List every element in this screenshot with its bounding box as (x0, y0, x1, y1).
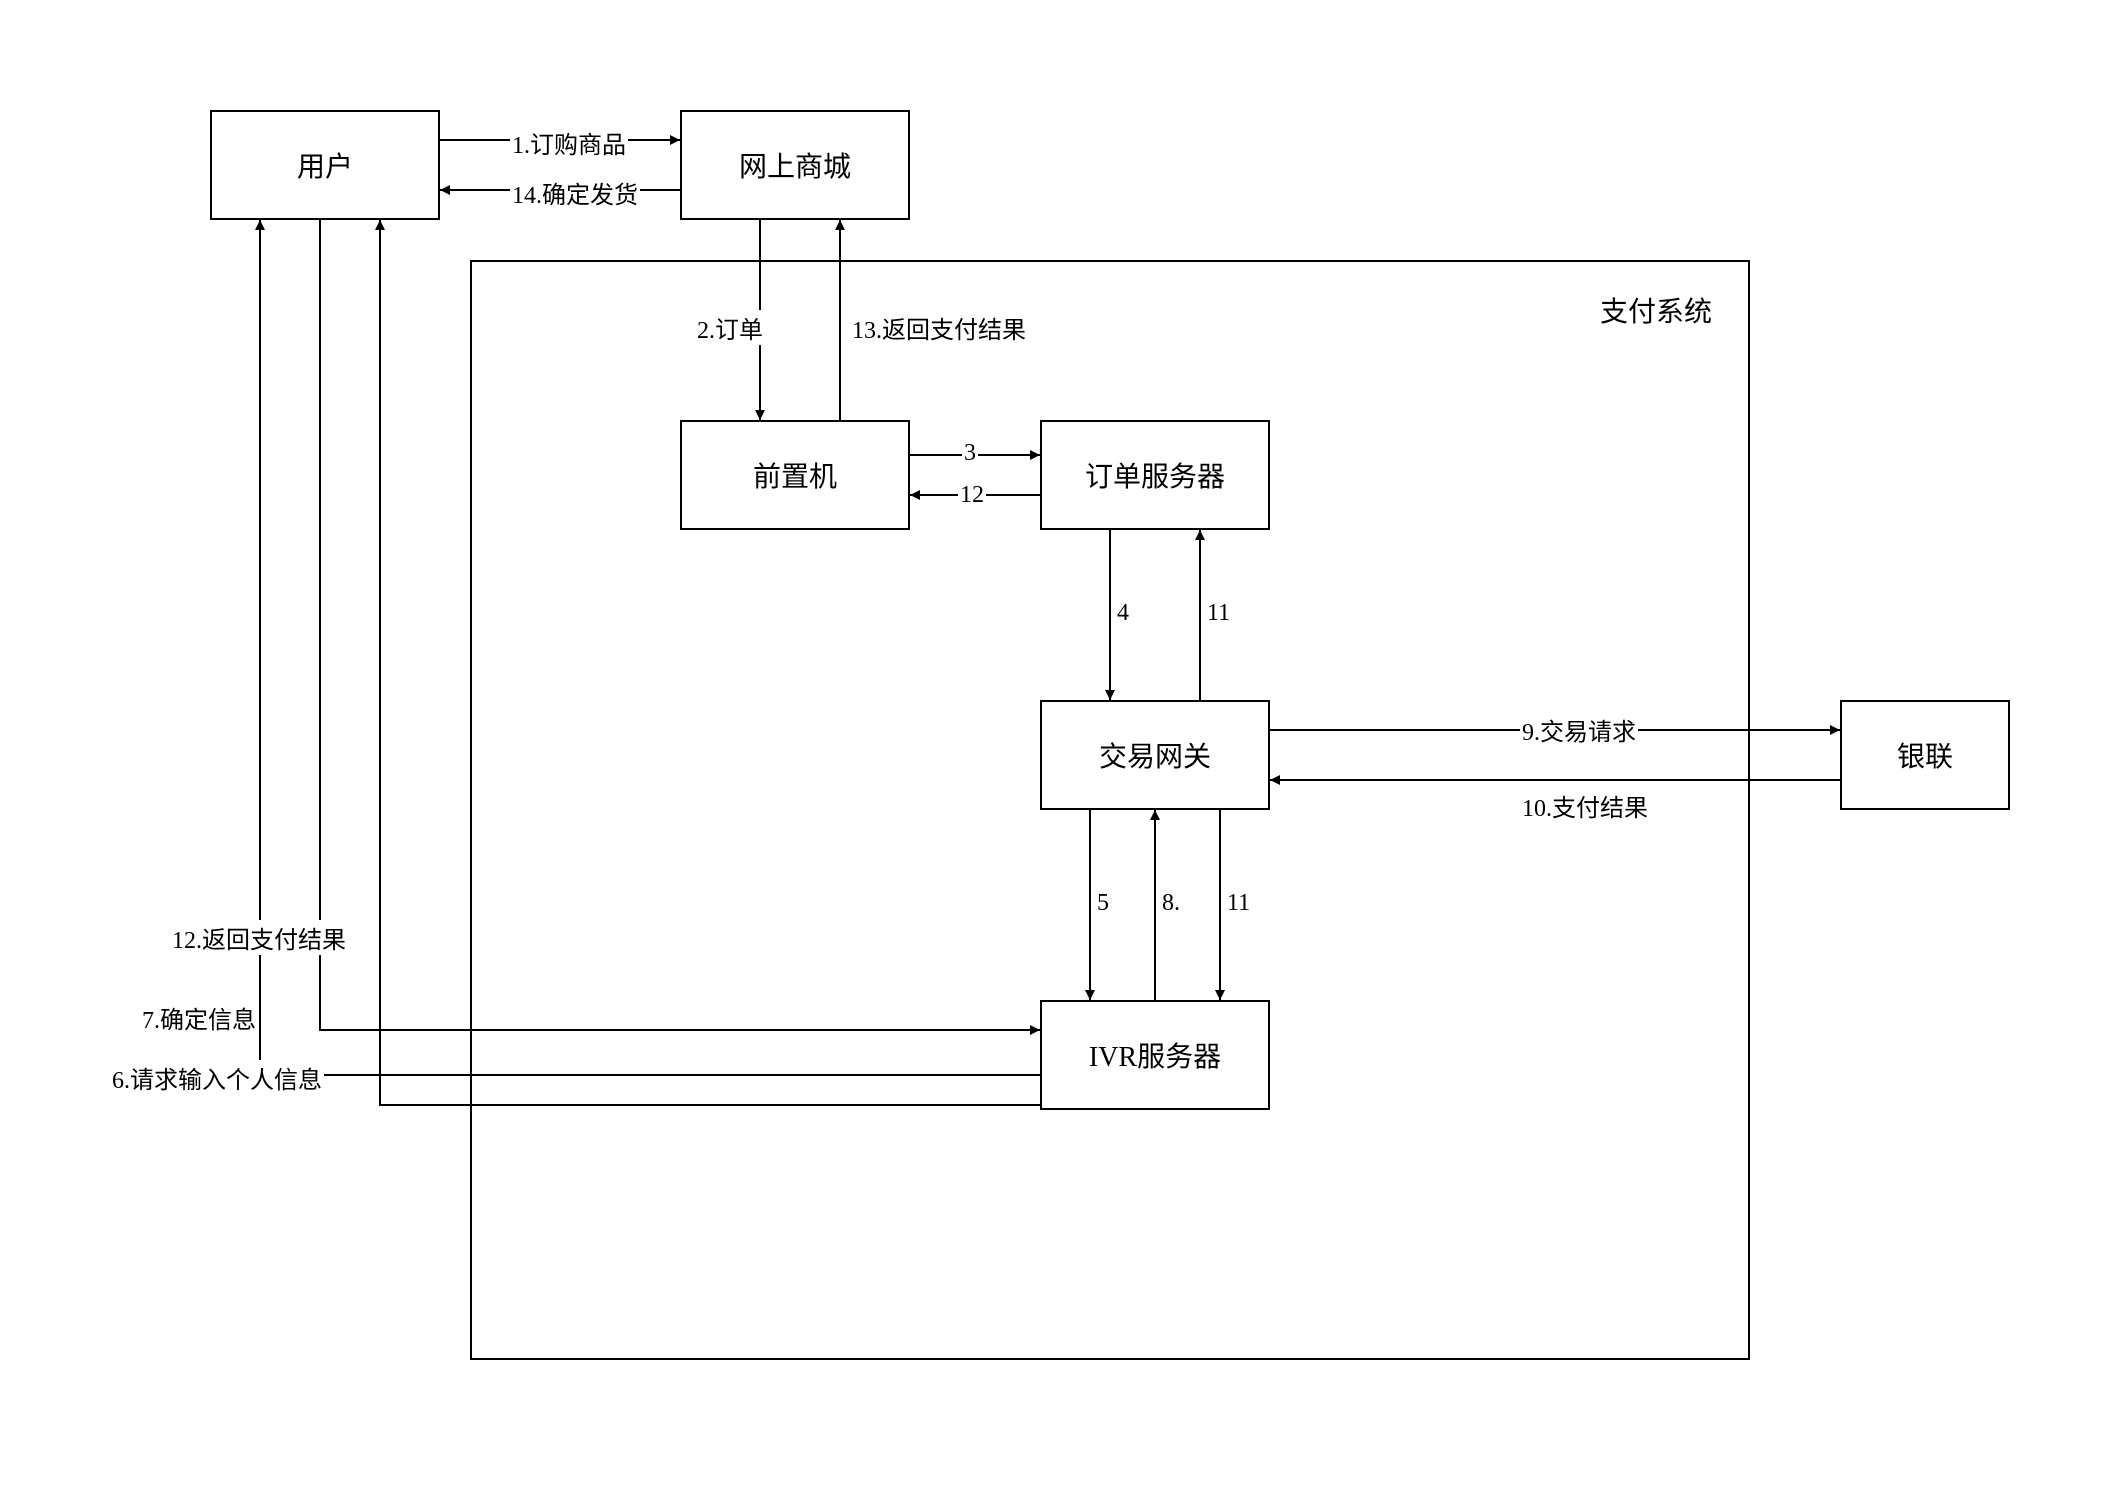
edge-label-e3: 3 (962, 440, 978, 467)
node-mall: 网上商城 (680, 110, 910, 220)
edge-label-e2: 2.订单 (695, 310, 765, 345)
edge-label-e9: 9.交易请求 (1520, 712, 1638, 747)
payment-system-label: 支付系统 (1600, 290, 1712, 330)
edge-label-e10: 10.支付结果 (1520, 788, 1650, 823)
edge-label-e11b: 11 (1225, 890, 1252, 917)
edge-label-e11a: 11 (1205, 600, 1232, 627)
edge-label-e14: 14.确定发货 (510, 175, 640, 210)
node-user: 用户 (210, 110, 440, 220)
edge-label-e6: 6.请求输入个人信息 (110, 1060, 324, 1095)
edge-label-e5: 5 (1095, 890, 1111, 917)
node-front: 前置机 (680, 420, 910, 530)
node-order: 订单服务器 (1040, 420, 1270, 530)
edge-label-e13: 13.返回支付结果 (850, 310, 1028, 345)
diagram-canvas: 支付系统 用户 网上商城 前置机 订单服务器 交易网关 IVR服务器 银联 1.… (40, 40, 2040, 1440)
edge-label-e7: 7.确定信息 (140, 1000, 258, 1035)
edge-label-e12b: 12.返回支付结果 (170, 920, 348, 955)
node-label: 前置机 (753, 455, 837, 495)
node-ivr: IVR服务器 (1040, 1000, 1270, 1110)
node-gateway: 交易网关 (1040, 700, 1270, 810)
node-label: IVR服务器 (1089, 1035, 1221, 1075)
node-unionpay: 银联 (1840, 700, 2010, 810)
node-label: 订单服务器 (1085, 455, 1225, 495)
node-label: 交易网关 (1099, 735, 1211, 775)
node-label: 网上商城 (739, 145, 851, 185)
node-label: 用户 (297, 145, 353, 185)
node-label: 银联 (1897, 735, 1953, 775)
edge-label-e4: 4 (1115, 600, 1131, 627)
edge-label-e1: 1.订购商品 (510, 125, 628, 160)
edge-label-e8: 8. (1160, 890, 1182, 917)
edge-label-e12a: 12 (958, 482, 986, 509)
